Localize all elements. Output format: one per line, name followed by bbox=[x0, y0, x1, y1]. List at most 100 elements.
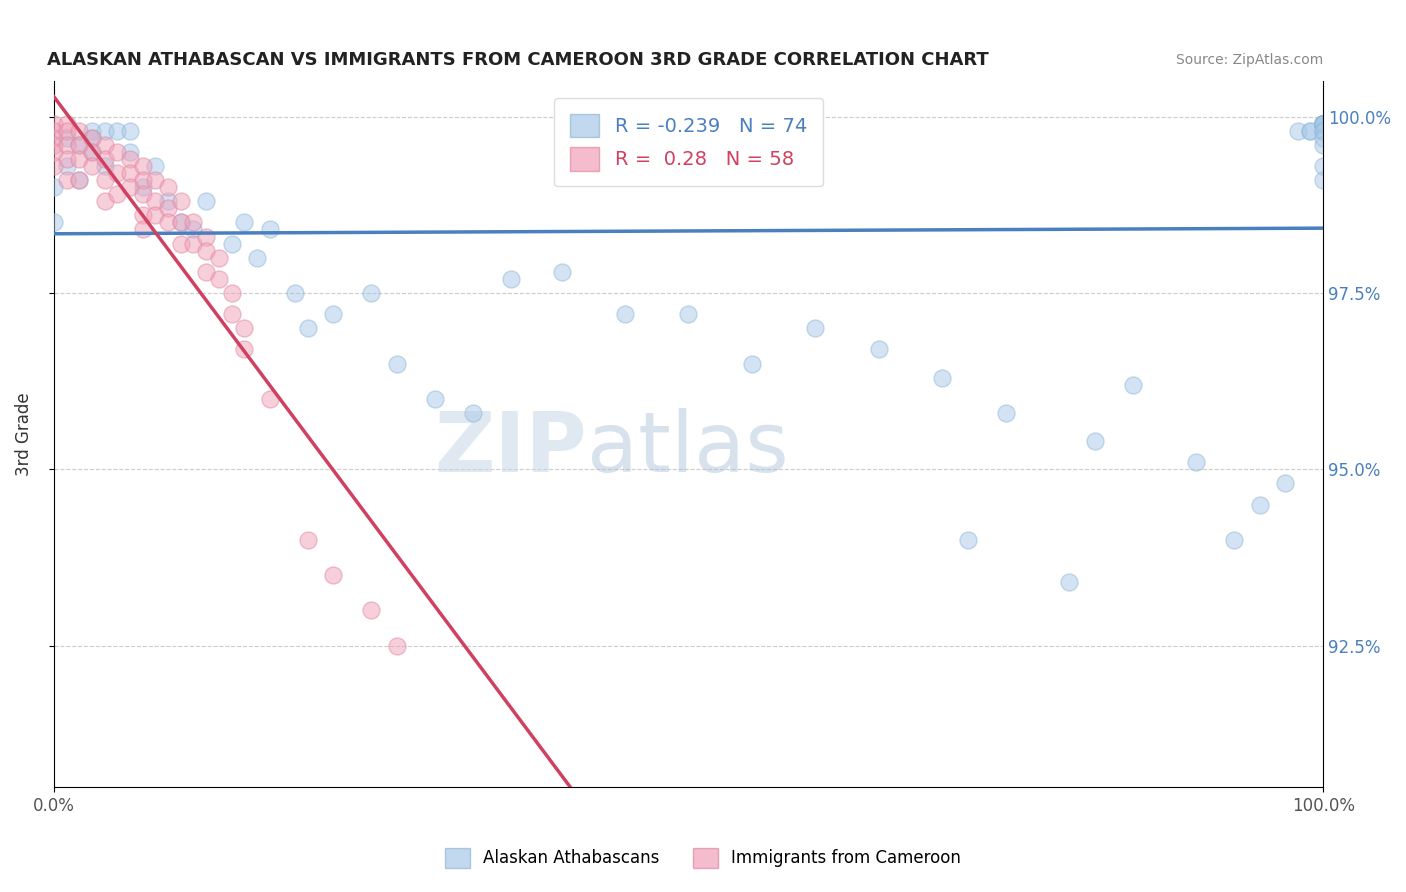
Point bbox=[195, 194, 218, 209]
Point bbox=[55, 117, 77, 131]
Point bbox=[1312, 117, 1334, 131]
Point bbox=[183, 215, 205, 229]
Point bbox=[1249, 498, 1271, 512]
Point bbox=[1312, 130, 1334, 145]
Point bbox=[360, 603, 382, 617]
Legend: Alaskan Athabascans, Immigrants from Cameroon: Alaskan Athabascans, Immigrants from Cam… bbox=[439, 841, 967, 875]
Point bbox=[1312, 117, 1334, 131]
Point bbox=[1299, 124, 1322, 138]
Point bbox=[1312, 117, 1334, 131]
Point bbox=[1312, 117, 1334, 131]
Text: Source: ZipAtlas.com: Source: ZipAtlas.com bbox=[1175, 54, 1323, 67]
Point bbox=[55, 152, 77, 166]
Point bbox=[93, 173, 115, 187]
Point bbox=[42, 215, 65, 229]
Point bbox=[80, 145, 103, 159]
Point bbox=[1312, 124, 1334, 138]
Point bbox=[80, 130, 103, 145]
Point bbox=[42, 130, 65, 145]
Point bbox=[499, 272, 522, 286]
Point bbox=[145, 159, 167, 173]
Point bbox=[246, 251, 269, 265]
Point bbox=[1312, 137, 1334, 152]
Point bbox=[1312, 117, 1334, 131]
Point bbox=[170, 236, 193, 251]
Point bbox=[195, 229, 218, 244]
Point bbox=[1312, 117, 1334, 131]
Point bbox=[1312, 117, 1334, 131]
Point bbox=[67, 137, 90, 152]
Point bbox=[233, 343, 256, 357]
Point bbox=[1122, 377, 1144, 392]
Point bbox=[105, 187, 128, 202]
Point bbox=[157, 215, 180, 229]
Point bbox=[233, 215, 256, 229]
Point bbox=[1312, 117, 1334, 131]
Point bbox=[131, 187, 153, 202]
Point bbox=[1312, 173, 1334, 187]
Point bbox=[145, 173, 167, 187]
Point bbox=[93, 152, 115, 166]
Point bbox=[322, 568, 344, 582]
Point bbox=[221, 307, 243, 321]
Point bbox=[55, 137, 77, 152]
Point bbox=[1312, 117, 1334, 131]
Point bbox=[297, 533, 319, 547]
Point bbox=[80, 145, 103, 159]
Point bbox=[42, 117, 65, 131]
Point bbox=[55, 173, 77, 187]
Point bbox=[1312, 117, 1334, 131]
Point bbox=[80, 159, 103, 173]
Point bbox=[55, 124, 77, 138]
Point bbox=[741, 357, 763, 371]
Point bbox=[1312, 124, 1334, 138]
Point bbox=[131, 173, 153, 187]
Point bbox=[42, 159, 65, 173]
Point bbox=[170, 215, 193, 229]
Point bbox=[183, 236, 205, 251]
Point bbox=[67, 173, 90, 187]
Point bbox=[1286, 124, 1309, 138]
Point bbox=[1274, 476, 1296, 491]
Point bbox=[93, 137, 115, 152]
Point bbox=[183, 222, 205, 236]
Text: atlas: atlas bbox=[586, 408, 789, 489]
Point bbox=[1084, 434, 1107, 449]
Point bbox=[385, 357, 408, 371]
Point bbox=[931, 370, 953, 384]
Point bbox=[208, 272, 231, 286]
Point bbox=[170, 215, 193, 229]
Point bbox=[259, 392, 281, 406]
Point bbox=[105, 166, 128, 180]
Point bbox=[170, 194, 193, 209]
Point bbox=[67, 137, 90, 152]
Point bbox=[360, 285, 382, 300]
Point bbox=[297, 321, 319, 335]
Point bbox=[614, 307, 637, 321]
Point bbox=[550, 265, 572, 279]
Point bbox=[1312, 117, 1334, 131]
Point bbox=[284, 285, 307, 300]
Point bbox=[208, 251, 231, 265]
Point bbox=[221, 285, 243, 300]
Legend: R = -0.239   N = 74, R =  0.28   N = 58: R = -0.239 N = 74, R = 0.28 N = 58 bbox=[554, 98, 823, 186]
Point bbox=[42, 124, 65, 138]
Point bbox=[145, 208, 167, 222]
Point bbox=[118, 145, 141, 159]
Point bbox=[868, 343, 890, 357]
Point bbox=[42, 145, 65, 159]
Point bbox=[1312, 117, 1334, 131]
Point bbox=[1312, 117, 1334, 131]
Point bbox=[118, 166, 141, 180]
Point bbox=[157, 202, 180, 216]
Point bbox=[105, 124, 128, 138]
Point bbox=[994, 406, 1017, 420]
Point bbox=[1185, 455, 1208, 469]
Point bbox=[131, 208, 153, 222]
Point bbox=[1299, 124, 1322, 138]
Point bbox=[259, 222, 281, 236]
Point bbox=[956, 533, 979, 547]
Point bbox=[678, 307, 700, 321]
Point bbox=[423, 392, 446, 406]
Point bbox=[93, 194, 115, 209]
